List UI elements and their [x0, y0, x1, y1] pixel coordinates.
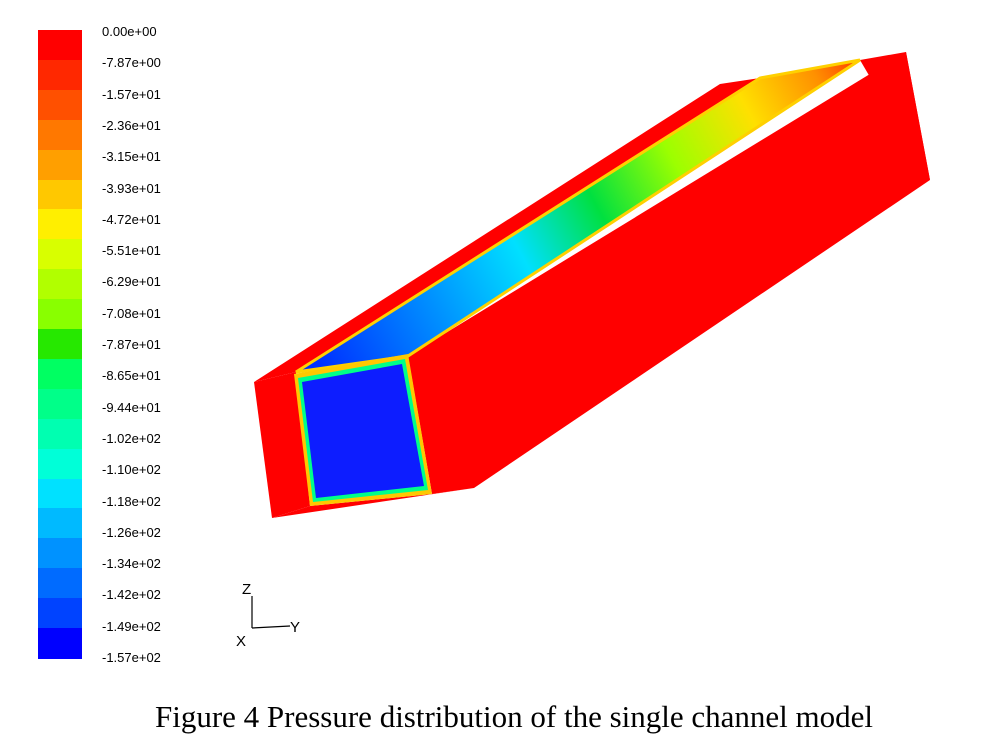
colorbar-tick-label: -7.08e+01 — [102, 305, 161, 321]
colorbar-tick-label: -4.72e+01 — [102, 211, 161, 227]
colorbar-step — [38, 418, 82, 450]
colorbar-tick-label: -1.02e+02 — [102, 430, 161, 446]
colorbar-step — [38, 358, 82, 390]
colorbar-tick-label: -5.51e+01 — [102, 243, 161, 259]
colorbar-tick-label: -7.87e+00 — [102, 55, 161, 71]
colorbar-tick-label: -1.42e+02 — [102, 587, 161, 603]
colorbar-tick-label: -3.15e+01 — [102, 149, 161, 165]
channel-model-3d — [254, 52, 930, 518]
top-wall — [254, 78, 760, 382]
colorbar-tick-label: -3.93e+01 — [102, 180, 161, 196]
outlet-end-face — [860, 52, 930, 180]
y-axis-line — [251, 625, 291, 629]
colorbar-tick-label: -1.10e+02 — [102, 462, 161, 478]
colorbar-step — [38, 149, 82, 181]
colorbar-step — [38, 628, 82, 659]
coordinate-triad: Z Y X — [236, 581, 300, 650]
colorbar-tick-label: -1.26e+02 — [102, 524, 161, 540]
colorbar — [38, 30, 82, 659]
colorbar-tick-label: -1.57e+02 — [102, 650, 161, 665]
colorbar-tick-label: -1.49e+02 — [102, 618, 161, 634]
x-axis-label: X — [236, 633, 246, 650]
bottom-wall — [272, 488, 474, 518]
colorbar-step — [38, 388, 82, 420]
colorbar-step — [38, 30, 82, 61]
colorbar-step — [38, 179, 82, 211]
channel-outer-walls — [254, 52, 930, 518]
colorbar-step — [38, 508, 82, 539]
colorbar-step — [38, 209, 82, 240]
colorbar-step — [38, 119, 82, 151]
colorbar-step — [38, 59, 82, 91]
colorbar-tick-label: -8.65e+01 — [102, 368, 161, 384]
colorbar-tick-label: -2.36e+01 — [102, 117, 161, 133]
colorbar-tick-label: 0.00e+00 — [102, 24, 157, 39]
right-wall-face — [408, 52, 930, 494]
colorbar-tick-label: -1.34e+02 — [102, 556, 161, 572]
colorbar-step — [38, 448, 82, 480]
colorbar-step — [38, 568, 82, 599]
y-axis-label: Y — [290, 619, 300, 636]
colorbar-tick-label: -9.44e+01 — [102, 399, 161, 415]
colorbar-step — [38, 538, 82, 569]
colorbar-tick-label: -1.18e+02 — [102, 493, 161, 509]
colorbar-step — [38, 478, 82, 510]
figure-caption: Figure 4 Pressure distribution of the si… — [154, 699, 874, 734]
colorbar-tick-label: -6.29e+01 — [102, 274, 161, 290]
inlet-cross-section — [302, 364, 424, 498]
colorbar-step — [38, 598, 82, 629]
left-wall — [254, 372, 310, 518]
z-axis-label: Z — [242, 581, 251, 598]
colorbar-tick-label: -7.87e+01 — [102, 337, 161, 352]
colorbar-step — [38, 299, 82, 330]
colorbar-step — [38, 89, 82, 121]
colorbar-step — [38, 269, 82, 300]
colorbar-step — [38, 329, 82, 360]
colorbar-tick-label: -1.57e+01 — [102, 86, 161, 102]
colorbar-step — [38, 239, 82, 270]
